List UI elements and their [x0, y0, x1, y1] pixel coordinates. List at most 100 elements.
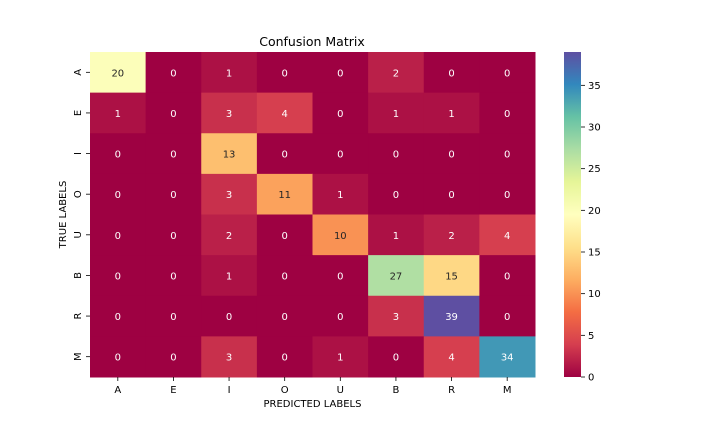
- heatmap-cell: [145, 255, 202, 297]
- cell-value-label: 0: [337, 271, 343, 282]
- cell-value-label: 39: [445, 312, 458, 323]
- colorbar-tick-label: 25: [588, 164, 601, 175]
- cell-value-label: 0: [170, 68, 176, 79]
- heatmap-cell: [201, 336, 258, 378]
- cell-value-label: 0: [504, 312, 510, 323]
- cell-value-label: 4: [448, 353, 454, 364]
- cell-value-label: 0: [282, 68, 288, 79]
- heatmap-cell: [90, 255, 147, 297]
- heatmap-cell: [256, 173, 313, 215]
- colorbar-tick-label: 20: [588, 206, 601, 217]
- cell-value-label: 0: [170, 190, 176, 201]
- cell-value-label: 0: [282, 271, 288, 282]
- heatmap-cell: [201, 133, 258, 175]
- heatmap-cell: [423, 133, 480, 175]
- heatmap-cell: [312, 214, 369, 256]
- x-axis-label: PREDICTED LABELS: [264, 399, 362, 410]
- cell-value-label: 1: [393, 231, 399, 242]
- cell-value-label: 0: [170, 353, 176, 364]
- cell-value-label: 3: [226, 190, 232, 201]
- cell-value-label: 0: [170, 109, 176, 120]
- y-tick-label: A: [73, 69, 84, 76]
- cell-value-label: 0: [115, 353, 121, 364]
- heatmap-cell: [479, 255, 536, 297]
- cell-value-label: 0: [170, 231, 176, 242]
- cell-value-label: 0: [448, 150, 454, 161]
- heatmap-cell: [423, 92, 480, 134]
- y-tick-label: B: [73, 272, 84, 279]
- cell-value-label: 0: [393, 190, 399, 201]
- heatmap-cell: [90, 52, 147, 94]
- x-tick-label: U: [337, 385, 344, 396]
- cell-value-label: 13: [223, 150, 236, 161]
- heatmap-cell: [145, 336, 202, 378]
- cell-value-label: 2: [393, 68, 399, 79]
- cell-value-label: 3: [393, 312, 399, 323]
- y-tick-label: U: [73, 231, 84, 238]
- heatmap-cell: [423, 336, 480, 378]
- cell-value-label: 1: [226, 68, 232, 79]
- cell-value-label: 0: [115, 150, 121, 161]
- heatmap-cell: [368, 255, 425, 297]
- y-tick-label: M: [73, 352, 84, 361]
- heatmap-cell: [90, 133, 147, 175]
- cell-value-label: 3: [226, 353, 232, 364]
- cell-value-label: 2: [226, 231, 232, 242]
- cell-value-label: 0: [337, 68, 343, 79]
- cell-value-label: 1: [337, 353, 343, 364]
- cell-value-label: 0: [448, 190, 454, 201]
- cell-value-label: 0: [337, 312, 343, 323]
- cell-value-label: 1: [226, 271, 232, 282]
- heatmap-cell: [201, 255, 258, 297]
- cell-value-label: 3: [226, 109, 232, 120]
- heatmap-cell: [479, 173, 536, 215]
- x-tick-label: A: [114, 385, 121, 396]
- heatmap-cell: [201, 52, 258, 94]
- heatmap-cell: [90, 295, 147, 337]
- colorbar-tick-label: 10: [588, 289, 601, 300]
- cell-value-label: 0: [282, 312, 288, 323]
- cell-value-label: 11: [278, 190, 291, 201]
- heatmap-cell: [145, 214, 202, 256]
- heatmap-cell: [145, 92, 202, 134]
- heatmap-cell: [423, 52, 480, 94]
- heatmap-cell: [423, 295, 480, 337]
- colorbar-tick-label: 0: [588, 373, 594, 384]
- cell-value-label: 15: [445, 271, 458, 282]
- heatmap-cells: [90, 52, 536, 378]
- x-tick-label: M: [503, 385, 512, 396]
- heatmap-cell: [368, 52, 425, 94]
- heatmap-cell: [368, 214, 425, 256]
- cell-value-label: 0: [337, 109, 343, 120]
- heatmap-cell: [90, 336, 147, 378]
- heatmap-cell: [479, 52, 536, 94]
- heatmap-cell: [90, 214, 147, 256]
- heatmap-cell: [201, 214, 258, 256]
- y-tick-label: O: [73, 190, 84, 198]
- x-tick-label: I: [228, 385, 231, 396]
- heatmap-cell: [312, 295, 369, 337]
- cell-value-label: 0: [170, 271, 176, 282]
- heatmap-cell: [479, 133, 536, 175]
- heatmap-cell: [312, 255, 369, 297]
- heatmap-cell: [479, 92, 536, 134]
- cell-value-label: 20: [111, 68, 124, 79]
- cell-value-label: 0: [504, 190, 510, 201]
- heatmap-cell: [312, 92, 369, 134]
- heatmap-cell: [312, 133, 369, 175]
- colorbar-tick-label: 15: [588, 248, 601, 259]
- cell-value-label: 0: [282, 150, 288, 161]
- heatmap-cell: [145, 52, 202, 94]
- cell-value-label: 1: [115, 109, 121, 120]
- cell-value-label: 4: [282, 109, 288, 120]
- colorbar-gradient: [564, 52, 581, 377]
- cell-value-label: 0: [504, 271, 510, 282]
- heatmap-cell: [256, 52, 313, 94]
- cell-value-label: 1: [337, 190, 343, 201]
- cell-value-label: 2: [448, 231, 454, 242]
- heatmap-cell: [256, 133, 313, 175]
- heatmap-cell: [423, 255, 480, 297]
